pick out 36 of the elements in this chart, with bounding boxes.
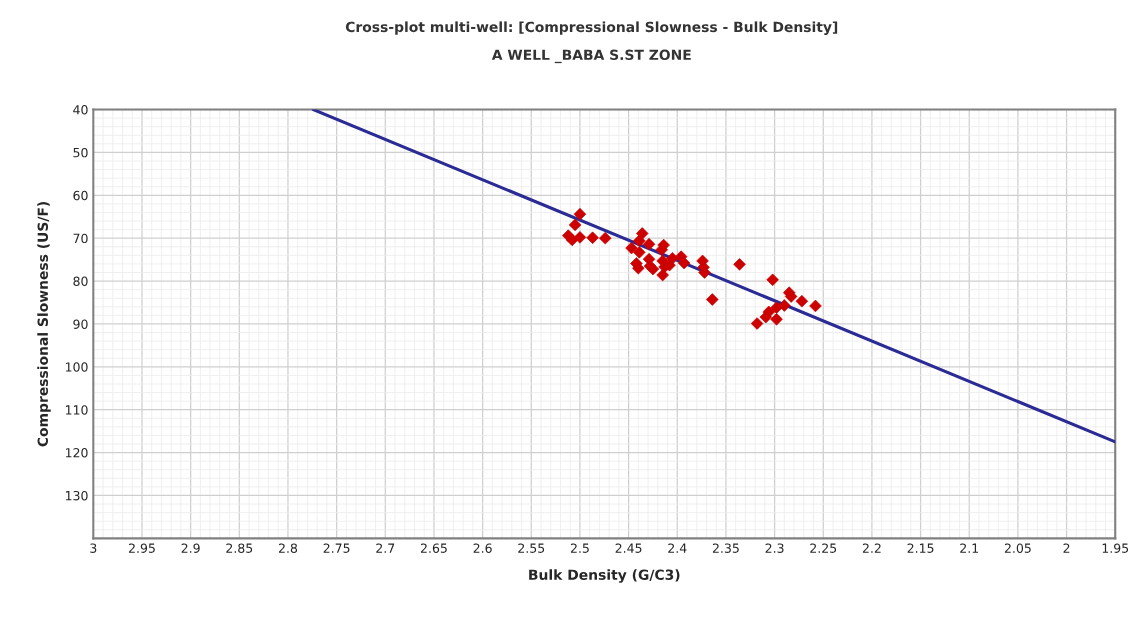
- y-axis-title: Compressional Slowness (US/F): [37, 201, 51, 447]
- x-tick-label: 2.1: [960, 543, 979, 553]
- x-tick-label: 2.05: [1004, 543, 1031, 553]
- y-tick-label: 40: [73, 105, 88, 115]
- y-tick-label: 90: [73, 319, 88, 329]
- x-tick-label: 1.95: [1102, 543, 1129, 553]
- chart-title: Cross-plot multi-well: [Compressional Slowness - Bulk Density]: [345, 21, 838, 35]
- x-tick-label: 2.45: [615, 543, 642, 553]
- x-tick-label: 2.9: [181, 543, 200, 553]
- y-tick-label: 120: [65, 448, 88, 458]
- x-tick-label: 2.2: [862, 543, 881, 553]
- x-tick-label: 2.8: [278, 543, 298, 553]
- x-tick-label: 3: [90, 543, 97, 553]
- y-tick-label: 80: [73, 276, 88, 286]
- y-tick-label: 100: [65, 362, 88, 372]
- x-tick-label: 2.7: [376, 543, 395, 553]
- y-tick-label: 50: [73, 147, 88, 158]
- y-tick-label: 130: [65, 490, 88, 501]
- x-tick-label: 2.65: [420, 543, 447, 553]
- x-tick-label: 2.5: [570, 543, 589, 553]
- x-tick-label: 2.6: [473, 543, 492, 553]
- x-tick-label: 2.25: [810, 543, 837, 553]
- x-tick-label: 2.95: [128, 543, 155, 553]
- x-tick-label: 2.85: [226, 543, 253, 553]
- x-tick-label: 2.3: [765, 543, 784, 553]
- y-tick-label: 110: [65, 405, 88, 415]
- y-tick-label: 70: [73, 233, 88, 244]
- chart-subtitle: A WELL _BABA S.ST ZONE: [491, 49, 691, 64]
- x-tick-label: 2.15: [907, 543, 934, 553]
- x-tick-label: 2.75: [323, 543, 350, 553]
- x-tick-label: 2.35: [712, 543, 739, 553]
- x-tick-label: 2: [1063, 543, 1070, 553]
- x-tick-label: 2.55: [518, 543, 545, 553]
- x-tick-label: 2.4: [668, 543, 687, 553]
- y-tick-label: 60: [73, 190, 88, 201]
- x-axis-title: Bulk Density (G/C3): [529, 569, 680, 583]
